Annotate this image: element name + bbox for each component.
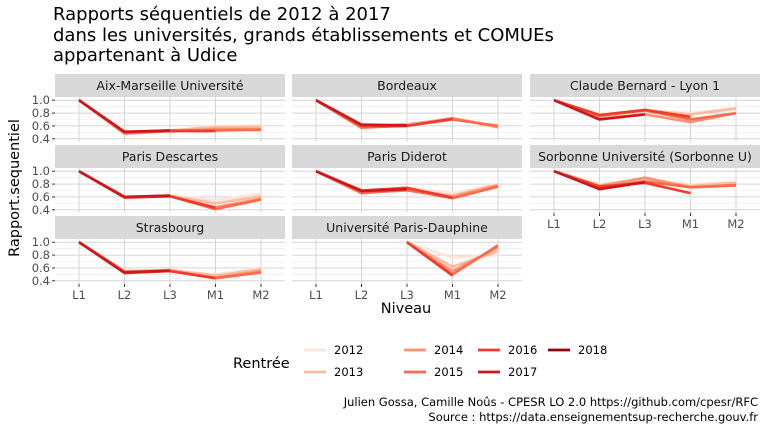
panel-paris-descartes: Paris Descartes 1.00.80.60.4 [32, 145, 285, 217]
x-tick-label: M1 [444, 288, 461, 302]
x-tick-label: M2 [489, 288, 506, 302]
title-line-2: dans les universités, grands établisseme… [53, 24, 554, 46]
legend-label-2016: 2016 [508, 343, 537, 357]
legend-label-2018: 2018 [578, 343, 607, 357]
x-tick-label: M2 [252, 288, 269, 302]
title-line-3: appartenant à Udice [53, 45, 238, 66]
y-tick-label: 0.4 [32, 274, 50, 288]
y-tick-label: 0.8 [32, 106, 50, 120]
x-tick-label: L3 [400, 288, 414, 302]
series-line-2016 [553, 98, 691, 119]
caption-line-1: Julien Gossa, Camille Noûs - CPESR LO 2.… [343, 395, 758, 409]
panel-title: Strasbourg [136, 220, 205, 235]
y-tick-label: 0.6 [32, 119, 50, 133]
x-tick-label: L1 [309, 288, 323, 302]
series-line-2017 [553, 99, 646, 121]
x-tick-label: M1 [682, 217, 699, 231]
legend-label-2014: 2014 [434, 343, 463, 357]
series-line-2017 [315, 99, 408, 127]
panel-strip [55, 216, 285, 239]
panel-paris-diderot: Paris Diderot [292, 145, 522, 213]
panel-title: Paris Descartes [122, 149, 218, 164]
panel-title: Sorbonne Université (Sorbonne U) [538, 149, 752, 164]
chart-caption: Julien Gossa, Camille Noûs - CPESR LO 2.… [344, 395, 758, 425]
y-tick-label: 0.8 [32, 177, 50, 191]
panel-title: Aix-Marseille Université [96, 78, 243, 93]
panel-aix-marseille-universite: Aix-Marseille Université 1.00.80.60.4 [32, 74, 285, 146]
legend-label-2012: 2012 [334, 343, 363, 357]
series-line-2017 [78, 170, 171, 199]
legend: Rentrée 2012 2013 2014 2015 2016 2017 2018 [233, 343, 607, 379]
panel-title: Université Paris-Dauphine [326, 220, 488, 235]
panel-strip [530, 74, 760, 97]
panel-strip [292, 74, 522, 97]
legend-label-2015: 2015 [434, 365, 463, 379]
panel-strasbourg: Strasbourg 1.00.80.60.4 L1 L2 L3 M1 M2 [32, 216, 285, 302]
x-axis-title: Niveau [381, 301, 431, 317]
panel-universite-paris-dauphine: Université Paris-Dauphine L1 L2 L3 M1 M2 [292, 216, 522, 302]
series-line-2016 [406, 241, 454, 277]
series-line-2016 [78, 170, 216, 210]
x-tick-label: L1 [72, 288, 86, 302]
y-tick-label: 0.4 [32, 132, 50, 146]
legend-label-2017: 2017 [508, 365, 537, 379]
series-line-2017 [78, 241, 171, 274]
y-tick-label: 0.6 [32, 261, 50, 275]
x-tick-label: L2 [118, 288, 132, 302]
panel-claude-bernard-lyon-1: Claude Bernard - Lyon 1 [530, 74, 760, 142]
panel-title: Paris Diderot [367, 149, 447, 164]
x-tick-label: L2 [355, 288, 369, 302]
x-tick-label: M1 [207, 288, 224, 302]
y-tick-label: 0.6 [32, 190, 50, 204]
panel-strip [55, 145, 285, 168]
panel-strip [530, 145, 760, 168]
x-tick-label: L2 [593, 217, 607, 231]
panel-bordeaux: Bordeaux [292, 74, 522, 142]
x-tick-label: L3 [638, 217, 652, 231]
panel-strip [55, 74, 285, 97]
y-tick-label: 0.8 [32, 248, 50, 262]
y-tick-label: 0.4 [32, 203, 50, 217]
series-line-2017 [315, 170, 408, 193]
chart-title: Rapports séquentiels de 2012 à 2017 dans… [53, 4, 554, 67]
x-tick-label: M2 [727, 217, 744, 231]
legend-label-2013: 2013 [334, 365, 363, 379]
panel-strip [292, 145, 522, 168]
y-tick-label: 1.0 [32, 164, 50, 178]
caption-line-2: Source : https://data.enseignementsup-re… [428, 410, 758, 424]
panel-title: Bordeaux [377, 78, 437, 93]
y-tick-label: 1.0 [32, 235, 50, 249]
series-line-2017 [553, 169, 646, 191]
x-tick-label: L3 [163, 288, 177, 302]
series-line-2017 [78, 99, 171, 133]
x-tick-label: L1 [547, 217, 561, 231]
panel-strip [292, 216, 522, 239]
legend-title: Rentrée [233, 356, 290, 372]
title-line-1: Rapports séquentiels de 2012 à 2017 [53, 4, 391, 25]
y-tick-label: 1.0 [32, 93, 50, 107]
panel-title: Claude Bernard - Lyon 1 [570, 78, 720, 93]
panel-sorbonne-universite-sorbonne-u: Sorbonne Université (Sorbonne U) L1 L2 L3 M1… [530, 145, 760, 231]
y-axis-title: Rapport.sequentiel [7, 119, 23, 257]
